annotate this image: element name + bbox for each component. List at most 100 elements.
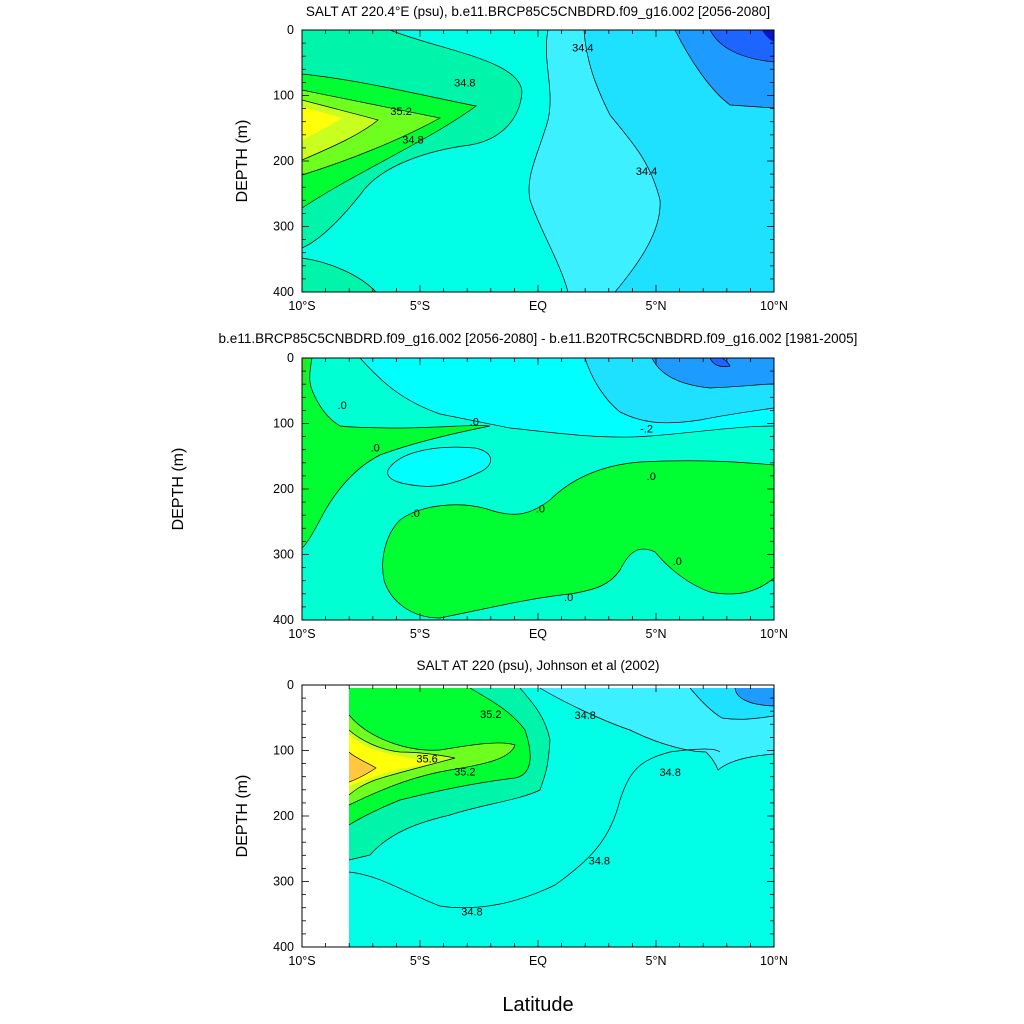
y-tick-label: 300 [273, 220, 294, 234]
p1-contour-line [709, 30, 774, 63]
y-tick-label: 400 [273, 613, 294, 627]
p2-contour-line [387, 446, 491, 487]
y-tick-label: 300 [273, 548, 294, 562]
p3-fill-southern-salty-5 [349, 735, 430, 786]
x-tick-label: 5°N [646, 954, 667, 968]
p2-contour-line [302, 358, 491, 549]
p3-contour-line [348, 748, 721, 909]
contour-label: .0 [673, 556, 682, 568]
contour-label: 34.8 [589, 856, 610, 868]
p1-contour-lines [302, 30, 774, 292]
y-tick-label: 100 [273, 417, 294, 431]
x-tick-label: 10°N [760, 954, 788, 968]
x-tick-label: 10°N [760, 299, 788, 313]
x-tick-label: EQ [529, 627, 547, 641]
panel-1-contour-field [302, 30, 774, 292]
contour-label: 35.6 [416, 753, 437, 765]
panel-1-axes: 10°S 5°S EQ 5°N 10°N 0 100 200 300 400 [273, 23, 788, 313]
contour-label: .0 [411, 508, 420, 520]
p1-contour-line [528, 30, 569, 292]
panel-2-title: b.e11.BRCP85C5CNBDRD.f09_g16.002 [2056-2… [219, 331, 858, 346]
p2-fill-south-west-2 [302, 358, 308, 386]
panel-3-axes: 10°S 5°S EQ 5°N 10°N 0 100 200 300 400 [273, 678, 788, 968]
p2-fill-south-west [302, 358, 490, 548]
contour-label: 35.2 [454, 766, 475, 778]
x-tick-label: 5°S [410, 954, 430, 968]
x-tick-label: EQ [529, 299, 547, 313]
contour-label: .0 [338, 400, 347, 412]
p2-fill-lens [387, 447, 491, 487]
p1-fill-eastern-fresh-4 [710, 30, 774, 62]
panel-2: .0 .0 .0 -.2 .0 .0 .0 .0 .0 10°S 5°S EQ 5°N 10°N 0 100… [170, 331, 857, 641]
p2-fill-upper-freshening-3 [652, 358, 774, 388]
panel-1-ylabel: DEPTH (m) [234, 120, 251, 203]
x-tick-label: 5°S [410, 627, 430, 641]
p2-contour-line [383, 548, 774, 619]
p2-contour-line [709, 358, 731, 367]
y-tick-label: 0 [287, 23, 294, 37]
contour-label: 35.2 [390, 106, 411, 118]
p3-contour-line [734, 687, 774, 707]
p1-contour-line [674, 30, 774, 109]
p1-fill-southern-salty-core [302, 107, 342, 140]
x-tick-label: 10°N [760, 627, 788, 641]
contour-label: .0 [647, 471, 656, 483]
p2-contour-line [359, 358, 774, 438]
contour-label: 34.4 [636, 166, 657, 178]
contour-label: .0 [564, 592, 573, 604]
p3-contour-line [689, 687, 774, 720]
y-tick-label: 400 [273, 940, 294, 954]
y-tick-label: 400 [273, 285, 294, 299]
panel-1-title: SALT AT 220.4°E (psu), b.e11.BRCP85C5CNB… [306, 4, 770, 19]
p1-contour-line [302, 89, 442, 176]
y-tick-label: 100 [273, 89, 294, 103]
x-tick-label: 5°N [646, 299, 667, 313]
contour-label: 34.8 [659, 767, 680, 779]
panel-3-title: SALT AT 220 (psu), Johnson et al (2002) [417, 658, 660, 673]
panel-3-ylabel: DEPTH (m) [234, 775, 251, 858]
p3-contour-line [539, 687, 774, 771]
p3-contour-lines [348, 687, 774, 909]
y-tick-label: 300 [273, 875, 294, 889]
p2-fill-deep-positive [382, 460, 774, 618]
contour-label: 34.8 [461, 907, 482, 919]
contour-label: 34.4 [572, 43, 593, 55]
contour-label: 34.8 [402, 134, 423, 146]
x-tick-label: EQ [529, 954, 547, 968]
y-tick-label: 200 [273, 154, 294, 168]
p3-contour-line [348, 714, 516, 806]
p1-contour-line [302, 99, 379, 161]
p1-contour-line [302, 257, 377, 292]
x-tick-label: 10°S [288, 954, 315, 968]
panel-1: 34.835.234.834.434.4 10°S 5°S EQ 5°N 10°N010… [234, 4, 788, 313]
p1-contour-line [302, 30, 523, 249]
x-tick-label: 5°S [410, 299, 430, 313]
p3-fill-eastern-fresh-3 [735, 688, 774, 706]
p3-contour-line [348, 687, 531, 826]
p1-fill-eastern-fresh-5 [762, 30, 774, 42]
y-tick-label: 100 [273, 744, 294, 758]
x-tick-label: 5°N [646, 627, 667, 641]
contour-label: 34.8 [574, 710, 595, 722]
p2-contour-lines [302, 358, 774, 619]
y-tick-label: 200 [273, 482, 294, 496]
p3-contour-line [348, 687, 551, 861]
x-tick-label: 10°S [288, 299, 315, 313]
p3-fill-southern-salty-core [349, 752, 376, 782]
x-tick-label: 10°S [288, 627, 315, 641]
panel-2-axes: 10°S 5°S EQ 5°N 10°N 0 100 200 300 400 [273, 351, 788, 641]
panel-1-contour-labels: 34.8 35.2 34.8 34.4 34.4 [390, 43, 657, 178]
y-tick-label: 200 [273, 809, 294, 823]
p2-contour-line [584, 358, 774, 424]
contour-label: .0 [536, 504, 545, 516]
contour-label: .0 [371, 443, 380, 455]
panel-3: 35.2 35.6 35.2 34.8 34.8 34.8 34.8 10°S 5°S EQ 5°… [234, 658, 788, 968]
p1-contour-line [583, 30, 661, 292]
p3-contour-line [348, 729, 456, 796]
p1-fill-deep-salty [302, 258, 376, 292]
y-tick-label: 0 [287, 678, 294, 692]
panel-3-contour-field [348, 687, 774, 947]
p1-contour-line [302, 73, 477, 209]
panel-2-ylabel: DEPTH (m) [170, 448, 187, 531]
